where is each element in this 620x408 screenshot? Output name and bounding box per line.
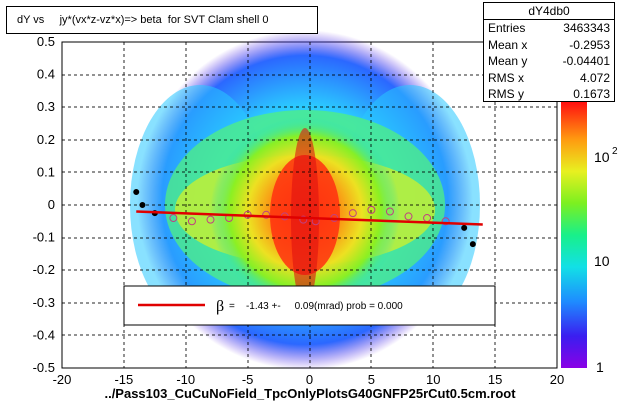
x-tick-label: 20 [550, 372, 564, 387]
stats-row-mean-y: Mean y -0.04401 [488, 54, 610, 68]
cbar-label-1: 1 [596, 359, 604, 375]
fit-line [136, 210, 483, 226]
profile-point [262, 210, 271, 219]
x-tick-label: 15 [488, 372, 502, 387]
y-tick-label: 0.3 [37, 99, 55, 114]
x-tick-label: 5 [368, 372, 375, 387]
y-tick-label: -0.3 [33, 295, 55, 310]
y-tick-label: 0.5 [37, 34, 55, 49]
y-tick-labels: -0.5 -0.4 -0.3 -0.2 -0.1 0 0.1 0.2 0.3 0.4 0.5 [33, 34, 55, 375]
x-tick-label: 0 [306, 372, 313, 387]
y-tick-label: -0.1 [33, 230, 55, 245]
stats-row-rms-y: RMS y 0.1673 [488, 87, 610, 101]
chart-title: dY vs jy*(vx*z-vz*x)=> beta for SVT Clam… [6, 6, 318, 34]
profile-point [367, 205, 376, 214]
profile-point [187, 217, 196, 226]
y-tick-label: 0.1 [37, 164, 55, 179]
profile-point [169, 214, 178, 223]
stats-box: dY4db0 Entries 3463343 Mean x -0.2953 Mean… [483, 2, 615, 102]
y-tick-label: -0.4 [33, 327, 55, 342]
y-tick-label: 0.4 [37, 67, 55, 82]
profile-point [133, 188, 140, 195]
x-tick-labels: -20 -15 -10 -5 0 5 10 15 20 [53, 372, 565, 387]
x-tick-label: -20 [53, 372, 72, 387]
stats-row-rms-x: RMS x 4.072 [488, 70, 610, 85]
stats-row-entries: Entries 3463343 [488, 21, 610, 35]
stats-row-mean-x: Mean x -0.2953 [488, 37, 610, 52]
profile-point [299, 215, 308, 224]
x-tick-label: -15 [114, 372, 133, 387]
cbar-label-100: 10 [594, 149, 610, 165]
profile-point [441, 217, 450, 226]
profile-point [385, 207, 394, 216]
x-tick-label: -5 [242, 372, 254, 387]
profile-point [348, 209, 357, 218]
legend-text: = -1.43 +- 0.09(mrad) prob = 0.000 [229, 301, 403, 312]
y-tick-label: -0.2 [33, 262, 55, 277]
x-tick-label: -10 [176, 372, 195, 387]
cbar-label-100-exp: 2 [612, 146, 618, 157]
profile-point [404, 212, 413, 221]
profile-point [206, 215, 215, 224]
footer-filename: ../Pass103_CuCuNoField_TpcOnlyPlotsG40GN… [104, 386, 516, 401]
y-tick-label: 0 [48, 197, 55, 212]
y-tick-label: -0.5 [33, 360, 55, 375]
profile-point [139, 202, 146, 208]
x-tick-label: 10 [426, 372, 440, 387]
color-bar [561, 102, 587, 368]
profile-point [469, 241, 476, 248]
profile-point [461, 224, 468, 231]
y-tick-label: 0.2 [37, 132, 55, 147]
legend-symbol: β [216, 298, 224, 315]
legend: β = -1.43 +- 0.09(mrad) prob = 0.000 [123, 285, 496, 326]
cbar-label-10: 10 [594, 253, 610, 269]
stats-name: dY4db0 [484, 3, 614, 20]
